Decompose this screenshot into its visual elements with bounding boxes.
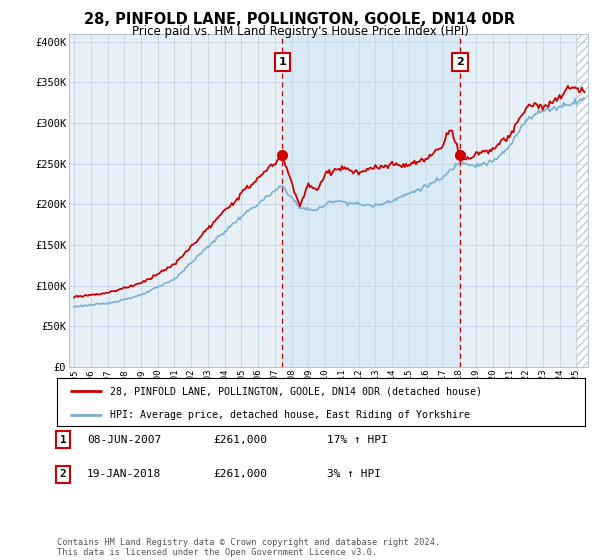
Text: 28, PINFOLD LANE, POLLINGTON, GOOLE, DN14 0DR: 28, PINFOLD LANE, POLLINGTON, GOOLE, DN1… [85,12,515,27]
Text: £261,000: £261,000 [213,435,267,445]
Text: Price paid vs. HM Land Registry's House Price Index (HPI): Price paid vs. HM Land Registry's House … [131,25,469,38]
Text: 1: 1 [278,57,286,67]
Text: £261,000: £261,000 [213,469,267,479]
Text: HPI: Average price, detached house, East Riding of Yorkshire: HPI: Average price, detached house, East… [110,410,470,420]
Text: 17% ↑ HPI: 17% ↑ HPI [327,435,388,445]
Text: Contains HM Land Registry data © Crown copyright and database right 2024.
This d: Contains HM Land Registry data © Crown c… [57,538,440,557]
Text: 2: 2 [59,469,67,479]
Text: 1: 1 [59,435,67,445]
Text: 2: 2 [456,57,464,67]
Text: 3% ↑ HPI: 3% ↑ HPI [327,469,381,479]
Text: 28, PINFOLD LANE, POLLINGTON, GOOLE, DN14 0DR (detached house): 28, PINFOLD LANE, POLLINGTON, GOOLE, DN1… [110,386,482,396]
Text: 08-JUN-2007: 08-JUN-2007 [87,435,161,445]
Polygon shape [282,34,460,367]
Text: 19-JAN-2018: 19-JAN-2018 [87,469,161,479]
Polygon shape [576,34,588,367]
